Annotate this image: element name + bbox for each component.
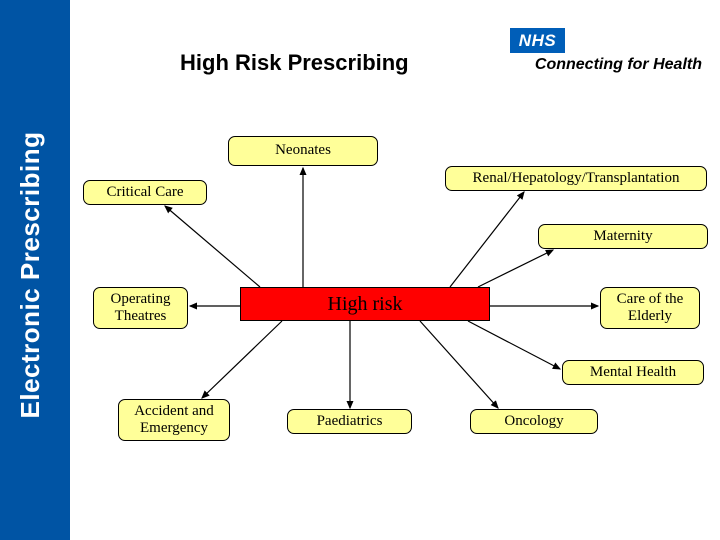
page-title: High Risk Prescribing: [180, 50, 409, 76]
node-label: Operating Theatres: [111, 291, 171, 326]
node-neonates: Neonates: [228, 136, 378, 166]
nhs-tagline: Connecting for Health: [535, 56, 702, 74]
center-node-high-risk: High risk: [240, 287, 490, 321]
node-renal: Renal/Hepatology/Transplantation: [445, 166, 707, 191]
node-label: Mental Health: [590, 364, 676, 381]
node-paediatrics: Paediatrics: [287, 409, 412, 434]
node-label: Care of the Elderly: [617, 291, 684, 326]
node-label: Paediatrics: [317, 413, 383, 430]
node-oncology: Oncology: [470, 409, 598, 434]
node-mental: Mental Health: [562, 360, 704, 385]
node-label: Accident and Emergency: [134, 403, 214, 438]
sidebar-label: Electronic Prescribing: [15, 60, 55, 490]
node-label: Maternity: [593, 228, 652, 245]
node-elderly: Care of the Elderly: [600, 287, 700, 329]
node-label: Critical Care: [106, 184, 183, 201]
node-maternity: Maternity: [538, 224, 708, 249]
node-label: Oncology: [504, 413, 563, 430]
node-operating: Operating Theatres: [93, 287, 188, 329]
node-label: Neonates: [275, 142, 331, 159]
node-label: Renal/Hepatology/Transplantation: [473, 170, 680, 187]
arrows-layer: [0, 0, 720, 540]
nhs-logo: NHS: [510, 28, 565, 53]
center-node-label: High risk: [328, 293, 403, 316]
node-accident: Accident and Emergency: [118, 399, 230, 441]
node-critical: Critical Care: [83, 180, 207, 205]
